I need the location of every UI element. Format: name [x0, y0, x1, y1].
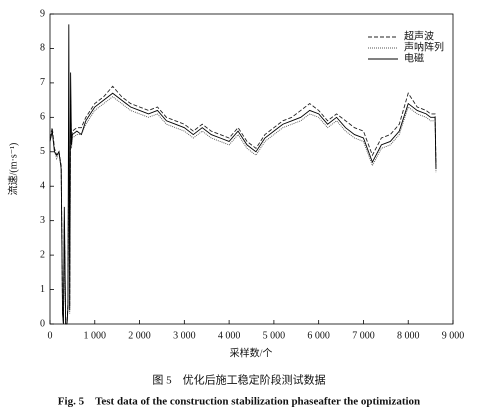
caption: 图 5 优化后施工稳定阶段测试数据 — [152, 373, 325, 387]
series-line — [49, 24, 437, 325]
series-line — [49, 85, 437, 325]
legend-label: 声呐阵列 — [404, 40, 444, 53]
x-tick-label: 6 000 — [307, 330, 330, 341]
x-tick-label: 7 000 — [352, 330, 375, 341]
y-tick-label: 0 — [40, 318, 45, 329]
y-tick-label: 3 — [40, 215, 45, 226]
x-tick-label: 4 000 — [218, 330, 241, 341]
x-tick-label: 0 — [48, 330, 53, 341]
series-line — [49, 96, 437, 325]
x-tick-label: 2 000 — [128, 330, 151, 341]
y-tick-label: 7 — [40, 77, 45, 88]
x-tick-label: 8 000 — [397, 330, 420, 341]
x-axis-label: 采样数/个 — [230, 346, 273, 359]
y-tick-label: 2 — [40, 249, 45, 260]
y-tick-label: 8 — [40, 43, 45, 54]
caption-en: Fig. 5 Test data of the construction sta… — [58, 396, 420, 408]
y-tick-label: 9 — [40, 8, 45, 19]
y-tick-label: 1 — [40, 284, 45, 295]
y-tick-label: 4 — [40, 181, 45, 192]
legend-label: 电磁 — [404, 51, 424, 64]
plot-frame — [49, 13, 454, 325]
y-tick-label: 5 — [40, 146, 45, 157]
y-axis-label: 流速/(m·s⁻¹) — [6, 143, 19, 196]
legend-label: 超声波 — [404, 29, 434, 42]
x-tick-label: 5 000 — [263, 330, 286, 341]
x-tick-label: 3 000 — [173, 330, 196, 341]
y-tick-label: 6 — [40, 112, 45, 123]
x-tick-label: 1 000 — [84, 330, 107, 341]
x-tick-label: 9 000 — [442, 330, 465, 341]
